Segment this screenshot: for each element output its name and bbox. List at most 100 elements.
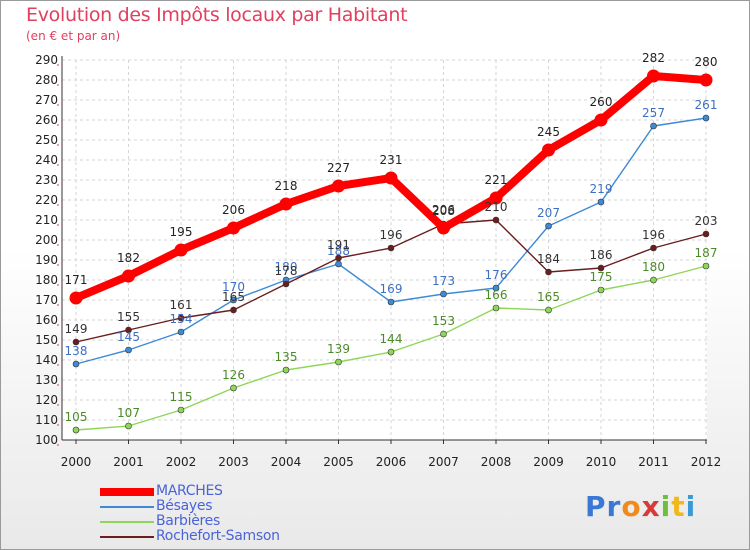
data-point [702,114,710,122]
data-label: 135 [275,350,298,364]
data-label: 221 [485,173,508,187]
data-point [597,264,605,272]
logo-letter: r [606,490,622,523]
data-label: 175 [590,270,613,284]
data-label: 203 [695,214,718,228]
x-tick-label: 2008 [481,455,512,469]
data-label: 261 [695,98,718,112]
data-label: 154 [170,312,193,326]
data-point [177,314,185,322]
y-tick-label: 180 [35,273,58,287]
data-point [72,426,80,434]
data-point [650,244,657,252]
y-tick-label: 200 [35,233,58,247]
legend: MARCHES Bésayes Barbières Rochefort-Samson [100,484,360,544]
data-label: 219 [590,182,613,196]
data-label: 184 [537,252,560,266]
data-point [122,269,135,283]
data-label: 206 [222,203,245,217]
axes: 100 110 120 130 140 150 160 170 180 190 200 210 220 2… [35,53,721,469]
x-tick-label: 2002 [166,455,197,469]
y-tick-label: 240 [35,153,58,167]
data-point [279,197,293,211]
data-label: 149 [65,322,88,336]
y-tick-label: 110 [35,413,58,427]
data-label: 245 [537,125,560,139]
y-tick-label: 190 [35,253,58,267]
data-point [650,122,657,130]
x-tick-label: 2001 [113,455,144,469]
data-point [545,268,552,276]
data-label: 260 [590,95,613,109]
x-tick-label: 2011 [638,455,669,469]
legend-item: Rochefort-Samson [100,529,360,544]
data-label: 196 [380,228,403,242]
data-point [647,69,660,83]
data-point [702,262,710,270]
data-label: 182 [117,251,140,265]
data-label: 178 [275,264,298,278]
data-point [699,73,713,87]
data-point [387,348,395,356]
data-label: 153 [432,314,455,328]
data-label: 138 [65,344,88,358]
data-label: 180 [275,260,298,274]
data-label: 165 [222,290,245,304]
data-label: 115 [170,390,193,404]
data-point [545,222,552,230]
data-point [230,384,237,392]
data-point [440,330,447,338]
data-point [492,216,500,224]
data-point [69,291,83,305]
x-tick-label: 2007 [428,455,459,469]
y-tick-label: 120 [35,393,58,407]
y-tick-label: 100 [35,433,58,447]
x-tick-label: 2012 [691,455,722,469]
data-label: 170 [222,280,245,294]
data-label: 171 [65,273,88,287]
y-tick-label: 270 [35,93,58,107]
y-tick-label: 150 [35,333,58,347]
data-point [72,338,80,346]
y-tick-label: 250 [35,133,58,147]
data-label: 196 [642,228,665,242]
data-point [597,286,605,294]
legend-label: Bésayes [156,498,213,514]
legend-swatch [100,535,154,538]
data-label: 165 [537,290,560,304]
data-point [125,346,132,354]
data-point [174,243,188,257]
legend-item: MARCHES [100,484,360,499]
logo-letter: i [685,490,697,523]
data-label: 227 [327,161,350,175]
data-point [230,296,237,304]
data-label: 206 [432,203,455,217]
data-label: 173 [432,274,455,288]
data-label: 105 [65,410,88,424]
data-label: 207 [537,206,560,220]
data-label: 210 [485,200,508,214]
data-point [702,230,710,238]
data-label: 282 [642,51,665,65]
data-point [335,254,342,262]
legend-item: Bésayes [100,499,360,514]
data-point [125,422,132,430]
y-tick-label: 260 [35,113,58,127]
x-tick-label: 2009 [533,455,564,469]
data-point [542,143,555,157]
data-point [335,260,342,268]
legend-item: Barbières [100,514,360,529]
x-tick-label: 2003 [218,455,249,469]
data-point [230,306,237,314]
chart-subtitle: (en € et par an) [26,29,121,43]
y-tick-label: 160 [35,313,58,327]
y-tick-label: 170 [35,293,58,307]
legend-swatch [100,505,154,508]
data-label: 280 [695,55,718,69]
data-label: 107 [117,406,140,420]
legend-swatch [100,520,154,523]
data-label: 169 [380,282,403,296]
data-point [440,290,447,298]
x-tick-label: 2006 [376,455,407,469]
